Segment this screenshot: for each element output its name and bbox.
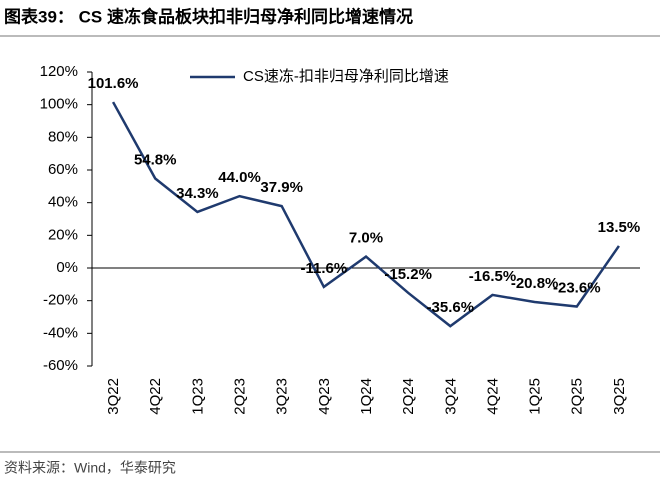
x-tick-label: 1Q25 — [527, 378, 544, 415]
x-tick-label: 1Q23 — [189, 378, 206, 415]
data-label: 34.3% — [176, 185, 219, 202]
data-label: -11.6% — [300, 260, 347, 277]
y-tick-label: 0% — [56, 259, 78, 276]
y-tick-label: 120% — [40, 63, 78, 80]
data-line — [111, 101, 620, 328]
y-tick-label: -20% — [43, 292, 78, 309]
x-tick-label: 3Q22 — [105, 378, 122, 415]
data-label: -20.8% — [511, 275, 559, 292]
x-tick-label: 2Q23 — [232, 378, 249, 415]
data-label: -35.6% — [427, 299, 475, 316]
x-tick-label: 1Q24 — [358, 378, 375, 415]
y-tick-label: 100% — [40, 96, 78, 113]
data-label: -16.5% — [469, 268, 517, 285]
y-tick-label: -40% — [43, 324, 78, 341]
x-tick-label: 2Q24 — [400, 378, 417, 415]
data-label: -23.6% — [553, 280, 601, 297]
legend-label: CS速冻-扣非归母净利同比增速 — [243, 67, 449, 85]
x-tick-label: 4Q22 — [147, 378, 164, 415]
x-tick-label: 3Q24 — [442, 378, 459, 415]
x-tick-label: 4Q24 — [484, 378, 501, 415]
y-tick-label: 40% — [48, 194, 78, 211]
data-label: 54.8% — [134, 151, 177, 168]
y-tick-label: -60% — [43, 357, 78, 374]
data-label: 37.9% — [260, 179, 303, 196]
data-label: 7.0% — [349, 230, 383, 247]
x-tick-label: 4Q23 — [316, 378, 333, 415]
data-label: 44.0% — [218, 169, 261, 186]
data-label: -15.2% — [384, 266, 432, 283]
chart-title: 图表39： CS 速冻食品板块扣非归母净利同比增速情况 — [4, 6, 413, 26]
source: 资料来源：Wind，华泰研究 — [4, 460, 176, 476]
data-label: 13.5% — [598, 219, 641, 236]
x-tick-label: 2Q25 — [569, 378, 586, 415]
x-tick-label: 3Q23 — [274, 378, 291, 415]
y-tick-label: 60% — [48, 161, 78, 178]
data-label: 101.6% — [88, 75, 139, 92]
y-tick-label: 20% — [48, 226, 78, 243]
y-tick-label: 80% — [48, 128, 78, 145]
x-tick-label: 3Q25 — [611, 378, 628, 415]
